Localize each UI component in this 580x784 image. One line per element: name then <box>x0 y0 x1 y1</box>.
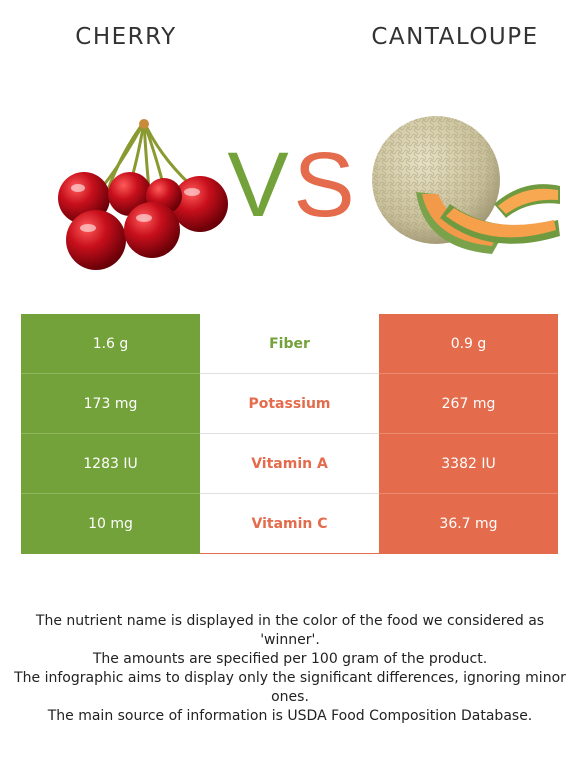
table-row: 1283 IU Vitamin A 3382 IU <box>21 434 558 494</box>
left-value-cell: 173 mg <box>21 374 200 434</box>
footnotes: The nutrient name is displayed in the co… <box>14 612 566 726</box>
note-source: The main source of information is USDA F… <box>47 708 533 724</box>
left-value-cell: 1.6 g <box>21 314 200 374</box>
table-row: 10 mg Vitamin C 36.7 mg <box>21 494 558 554</box>
right-value-cell: 0.9 g <box>379 314 558 374</box>
right-value-cell: 36.7 mg <box>379 494 558 554</box>
note-winner: The nutrient name is displayed in the co… <box>35 613 545 648</box>
left-value-cell: 10 mg <box>21 494 200 554</box>
table-row: 173 mg Potassium 267 mg <box>21 374 558 434</box>
right-value-cell: 267 mg <box>379 374 558 434</box>
food-title-left: CHERRY <box>75 24 177 50</box>
vs-label: V S <box>222 134 362 236</box>
food-title-right: CANTALOUPE <box>371 24 539 50</box>
cherry-image <box>48 112 238 280</box>
nutrient-name-cell: Vitamin A <box>200 434 379 494</box>
note-amounts: The amounts are specified per 100 gram o… <box>92 651 488 667</box>
nutrient-name-cell: Vitamin C <box>200 494 379 554</box>
cantaloupe-image <box>364 108 564 270</box>
vs-v-letter: V <box>227 138 288 228</box>
table-row: 1.6 g Fiber 0.9 g <box>21 314 558 374</box>
nutrient-name-cell: Potassium <box>200 374 379 434</box>
nutrient-name-cell: Fiber <box>200 314 379 374</box>
vs-s-letter: S <box>293 138 354 228</box>
left-value-cell: 1283 IU <box>21 434 200 494</box>
right-value-cell: 3382 IU <box>379 434 558 494</box>
note-aim: The infographic aims to display only the… <box>14 670 566 705</box>
comparison-table: 1.6 g Fiber 0.9 g 173 mg Potassium 267 m… <box>21 314 558 554</box>
